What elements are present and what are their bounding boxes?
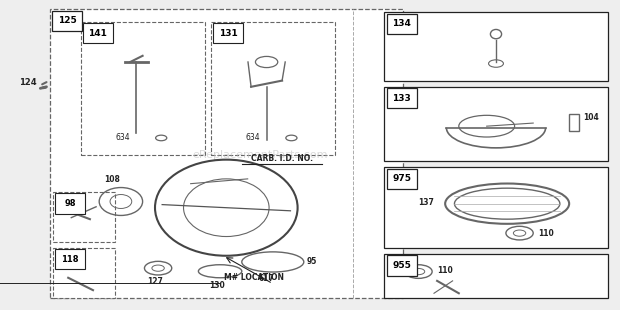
Bar [387,169,417,189]
Text: 137: 137 [418,197,435,207]
Bar [387,14,417,34]
Bar [387,255,417,276]
Text: 134: 134 [392,19,411,28]
Text: 95: 95 [307,257,317,267]
Text: 110: 110 [437,265,453,275]
Bar [55,249,85,269]
Text: 98: 98 [64,199,76,208]
Bar [211,22,335,155]
Bar [81,22,205,155]
Bar [50,9,403,298]
Text: 975: 975 [392,174,411,183]
Bar [55,193,85,214]
Text: 131: 131 [219,29,237,38]
Bar [384,254,608,298]
Bar [387,88,417,108]
Text: 130: 130 [209,281,225,290]
Text: 127: 127 [147,277,163,286]
Text: 133: 133 [392,94,411,103]
Bar [384,87,608,161]
Bar [83,23,113,43]
Bar [53,192,115,242]
Text: 110: 110 [538,228,554,238]
Bar [53,248,115,298]
Text: CARB. I.D. NO.: CARB. I.D. NO. [251,154,313,163]
Text: 118: 118 [61,255,79,264]
Text: M# LOCATION: M# LOCATION [224,273,284,282]
Bar [569,114,579,131]
Text: 124: 124 [19,78,37,87]
Text: 617: 617 [259,274,275,283]
Text: 125: 125 [58,16,76,25]
Text: eReplacementParts.com: eReplacementParts.com [193,150,328,160]
Bar [384,12,608,81]
Text: 104: 104 [583,113,599,122]
Bar [384,167,608,248]
Text: 634: 634 [115,133,130,143]
Text: 634: 634 [246,133,260,143]
Text: 141: 141 [89,29,107,38]
Bar [213,23,243,43]
Text: 108: 108 [104,175,120,184]
Bar [52,11,82,31]
Text: 955: 955 [392,261,411,270]
